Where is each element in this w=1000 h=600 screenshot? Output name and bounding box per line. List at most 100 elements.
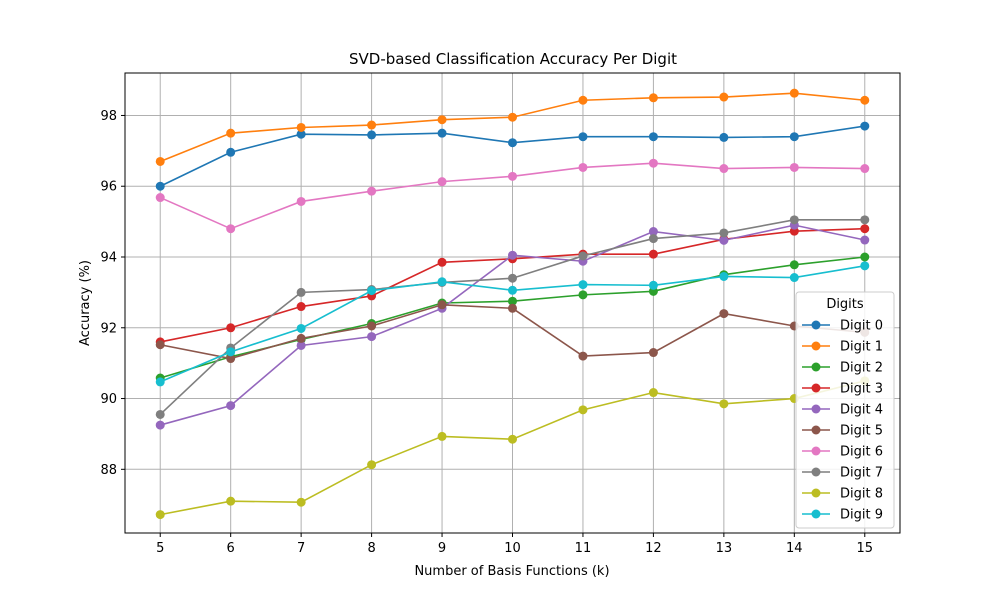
series-digit-1 — [155, 88, 870, 166]
data-point — [648, 158, 658, 168]
legend-title: Digits — [826, 297, 864, 312]
data-point — [155, 420, 165, 430]
data-point — [367, 186, 377, 196]
x-tick-label: 15 — [856, 541, 873, 556]
data-point — [296, 333, 306, 343]
y-tick-label: 98 — [100, 109, 117, 124]
data-point — [508, 171, 517, 181]
data-point — [648, 280, 658, 290]
data-point — [648, 234, 658, 244]
x-tick-label: 13 — [716, 541, 733, 556]
chart-title: SVD-based Classification Accuracy Per Di… — [349, 50, 677, 68]
data-point — [226, 347, 236, 357]
x-tick-label: 12 — [645, 541, 662, 556]
data-point — [155, 181, 165, 191]
series-digit-0 — [155, 121, 870, 191]
data-point — [648, 388, 658, 398]
legend-entry: Digit 3 — [802, 382, 883, 397]
legend-box — [795, 291, 895, 529]
x-axis-label: Number of Basis Functions (k) — [414, 564, 609, 579]
y-tick-label: 92 — [100, 321, 117, 336]
series-digit-4 — [155, 220, 870, 430]
data-point — [648, 348, 658, 358]
y-tick-label: 96 — [100, 180, 117, 195]
data-point — [437, 277, 447, 287]
data-point — [508, 138, 517, 148]
x-tick-label: 11 — [575, 541, 592, 556]
series-digit-9 — [155, 261, 870, 387]
data-point — [367, 321, 377, 331]
data-point — [578, 290, 588, 300]
legend-marker — [811, 446, 821, 456]
y-tick-label: 94 — [100, 251, 117, 266]
data-point — [860, 95, 870, 105]
legend-entry: Digit 9 — [802, 508, 883, 523]
data-point — [508, 434, 517, 444]
legend-entry: Digit 4 — [802, 403, 883, 418]
data-point — [155, 510, 165, 520]
data-point — [296, 122, 306, 132]
data-point — [789, 273, 799, 283]
data-point — [860, 224, 870, 234]
x-axis: 5 6 7 8 9 10 11 12 13 14 15 — [156, 533, 873, 556]
y-axis-label: Accuracy (%) — [78, 260, 93, 346]
data-point — [860, 121, 870, 131]
data-point — [296, 302, 306, 312]
data-point — [437, 257, 447, 267]
legend-label: Digit 1 — [840, 340, 883, 355]
data-point — [367, 460, 377, 470]
data-point — [719, 235, 729, 245]
legend-label: Digit 9 — [840, 508, 883, 523]
x-tick-label: 5 — [156, 541, 164, 556]
data-point — [437, 115, 447, 125]
series-digit-6 — [155, 158, 870, 234]
legend-entry: Digit 1 — [802, 340, 883, 355]
legend-marker — [811, 362, 821, 372]
data-point — [508, 250, 517, 260]
legend-entry: Digit 0 — [802, 319, 883, 334]
data-point — [578, 405, 588, 415]
legend-marker — [811, 320, 821, 330]
data-point — [578, 351, 588, 361]
legend-label: Digit 4 — [840, 403, 883, 418]
data-point — [719, 164, 729, 174]
legend-label: Digit 8 — [840, 487, 883, 502]
legend-entry: Digit 7 — [802, 466, 883, 481]
legend: Digits Digit 0 Digit 1 Digit 2 Digit 3 Digit… — [795, 291, 895, 529]
data-point — [719, 132, 729, 142]
data-point — [296, 323, 306, 333]
x-tick-label: 8 — [367, 541, 375, 556]
data-point — [860, 261, 870, 271]
series-digit-5 — [155, 300, 870, 364]
data-point — [155, 409, 165, 419]
data-point — [648, 93, 658, 103]
series-digit-8 — [155, 376, 870, 520]
legend-entry: Digit 8 — [802, 487, 883, 502]
x-tick-label: 14 — [786, 541, 803, 556]
legend-entry: Digit 5 — [802, 424, 883, 439]
data-point — [296, 129, 306, 139]
data-point — [155, 193, 165, 203]
data-point — [860, 164, 870, 174]
data-point — [508, 296, 517, 306]
data-point — [648, 249, 658, 259]
data-point — [719, 271, 729, 281]
data-point — [508, 285, 517, 295]
data-point — [437, 300, 447, 310]
data-point — [367, 286, 377, 296]
data-point — [226, 224, 236, 234]
data-point — [789, 88, 799, 98]
legend-label: Digit 5 — [840, 424, 883, 439]
data-point — [155, 156, 165, 166]
data-point — [508, 303, 517, 313]
legend-label: Digit 2 — [840, 361, 883, 376]
legend-entry: Digit 2 — [802, 361, 883, 376]
data-point — [789, 260, 799, 270]
data-point — [789, 132, 799, 142]
x-tick-label: 9 — [438, 541, 446, 556]
legend-marker — [811, 425, 821, 435]
data-point — [296, 497, 306, 507]
data-point — [719, 228, 729, 238]
legend-label: Digit 3 — [840, 382, 883, 397]
